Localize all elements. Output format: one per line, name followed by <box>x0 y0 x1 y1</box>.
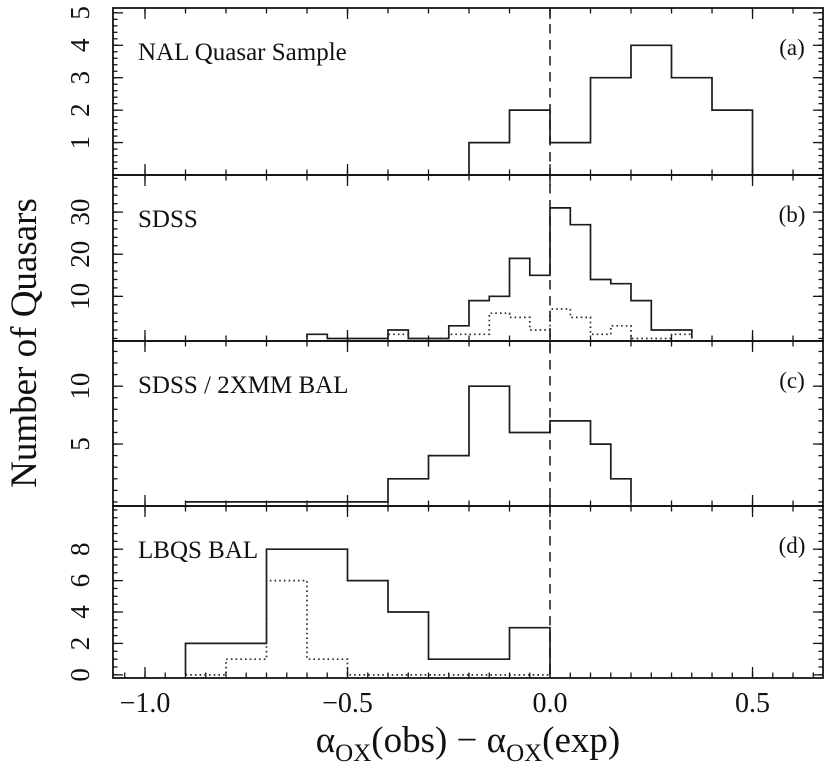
y-axis-title: Number of Quasars <box>4 198 45 488</box>
y-tick-label: 3 <box>65 71 95 85</box>
x-tick-label: 0.5 <box>735 688 770 719</box>
panel-d-sample-label: LBQS BAL <box>138 537 258 564</box>
panel-d-letter: (d) <box>779 533 806 558</box>
y-tick-label: 2 <box>65 103 95 117</box>
panel-a-all-quasars-histogram <box>468 44 754 175</box>
y-tick-label: 0 <box>65 668 95 682</box>
panel-b-letter: (b) <box>779 202 806 227</box>
panel-d-lbqs-bal-subset-histogram <box>185 579 550 676</box>
x-tick-label: 0.0 <box>533 688 568 719</box>
y-tick-label: 6 <box>65 574 95 588</box>
panel-c-sdss-2xmm-bal-histogram <box>185 385 632 503</box>
y-tick-label: 20 <box>65 241 95 268</box>
panel-a-letter: (a) <box>779 35 805 60</box>
y-tick-label: 4 <box>65 38 95 52</box>
y-tick-label: 4 <box>65 605 95 619</box>
y-tick-label: 10 <box>65 373 95 400</box>
panel-b-frame <box>112 174 824 342</box>
panel-a-frame <box>112 7 824 176</box>
y-tick-label: 2 <box>65 637 95 651</box>
y-tick-label: 5 <box>65 6 95 20</box>
x-axis-title: αOX(obs) − αOX(exp) <box>316 720 621 767</box>
y-tick-label: 8 <box>65 542 95 556</box>
panel-d-lbqs-bal-all-histogram <box>184 548 551 675</box>
panel-a-sample-label: NAL Quasar Sample <box>138 39 347 66</box>
y-tick-label: 30 <box>65 199 95 226</box>
panel-b-sdss-subset-histogram <box>387 308 693 340</box>
x-tick-label: −0.5 <box>322 688 373 719</box>
panel-b-sample-label: SDSS <box>138 206 198 233</box>
y-tick-label: 5 <box>65 437 95 451</box>
x-tick-label: −1.0 <box>120 688 171 719</box>
panel-c-sample-label: SDSS / 2XMM BAL <box>138 372 348 399</box>
panel-c-letter: (c) <box>779 368 805 393</box>
y-tick-label: 1 <box>65 136 95 150</box>
panel-b-sdss-all-histogram <box>306 207 693 340</box>
panel-d-frame <box>112 505 824 679</box>
y-tick-label: 10 <box>65 283 95 310</box>
panel-c-frame <box>112 340 824 507</box>
